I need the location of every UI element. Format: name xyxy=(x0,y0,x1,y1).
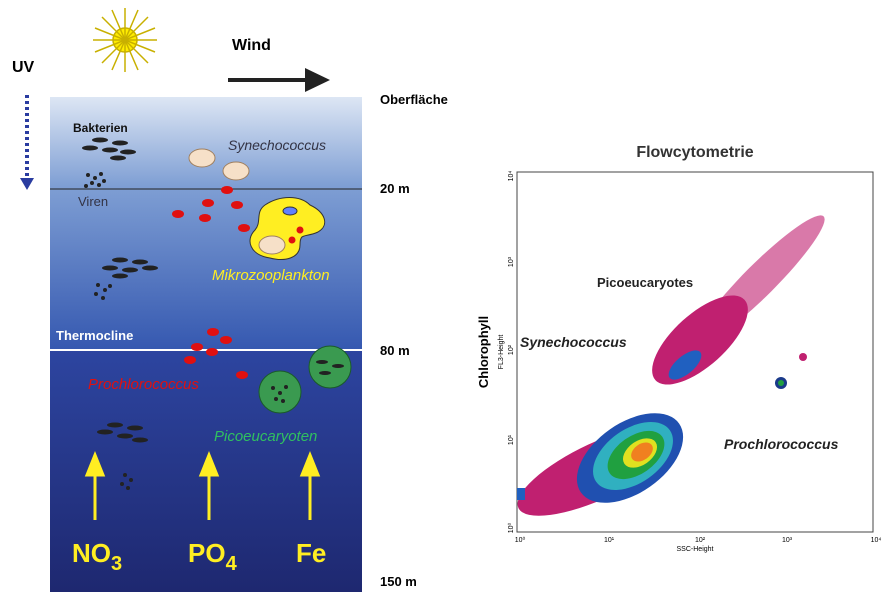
y-tick: 10¹ xyxy=(508,434,515,445)
uv-label: UV xyxy=(12,59,35,76)
y-tick: 10⁰ xyxy=(507,523,515,534)
wind-label: Wind xyxy=(232,37,271,54)
population-label: Synechococcus xyxy=(520,334,627,350)
plot-title: Flowcytometrie xyxy=(636,144,753,161)
figure: UV Wind Oberfläche 20 m 80 m 150 m Bakte… xyxy=(0,0,885,592)
uv-arrow-head xyxy=(20,178,34,190)
x-tick: 10⁰ xyxy=(515,536,526,544)
nutrient: PO xyxy=(188,538,226,568)
depth-label: 20 m xyxy=(380,181,410,196)
subscript: 3 xyxy=(111,553,122,575)
x-tick: 10¹ xyxy=(604,537,615,544)
y-label: FL3-Height xyxy=(498,335,505,370)
y-tick: 10² xyxy=(508,344,515,355)
bakterien-label: Bakterien xyxy=(73,121,128,135)
ingested-cell xyxy=(259,236,285,254)
eye xyxy=(283,207,297,215)
y-tick: 10³ xyxy=(508,256,515,267)
viren-label: Viren xyxy=(78,194,108,209)
x-tick: 10³ xyxy=(782,537,793,544)
wind-arrow-head xyxy=(305,68,330,92)
synechococcus-label: Synechococcus xyxy=(228,137,326,153)
subscript: 4 xyxy=(226,553,238,575)
ingested-cell xyxy=(289,237,296,244)
y-title: Chlorophyll xyxy=(476,316,491,388)
nutrient: NO xyxy=(72,538,111,568)
mikrozooplankton-label: Mikrozooplankton xyxy=(212,267,330,284)
ingested-cell xyxy=(297,227,304,234)
prochlorococcus-label: Prochlorococcus xyxy=(88,376,199,393)
sun xyxy=(93,8,157,72)
depth-label: Oberfläche xyxy=(380,92,448,107)
population-label: Picoeucaryotes xyxy=(597,275,693,290)
x-tick: 10⁴ xyxy=(871,537,882,544)
x-label: SSC-Height xyxy=(677,546,714,553)
population-label: Prochlorococcus xyxy=(724,436,839,452)
x-tick: 10² xyxy=(695,537,706,544)
depth-label: 150 m xyxy=(380,574,417,589)
thermocline-label: Thermocline xyxy=(56,328,133,343)
depth-label: 80 m xyxy=(380,343,410,358)
picoeucaryoten-label: Picoeucaryoten xyxy=(214,428,317,445)
y-tick: 10⁴ xyxy=(508,171,515,182)
nutrient-label: Fe xyxy=(296,538,326,568)
